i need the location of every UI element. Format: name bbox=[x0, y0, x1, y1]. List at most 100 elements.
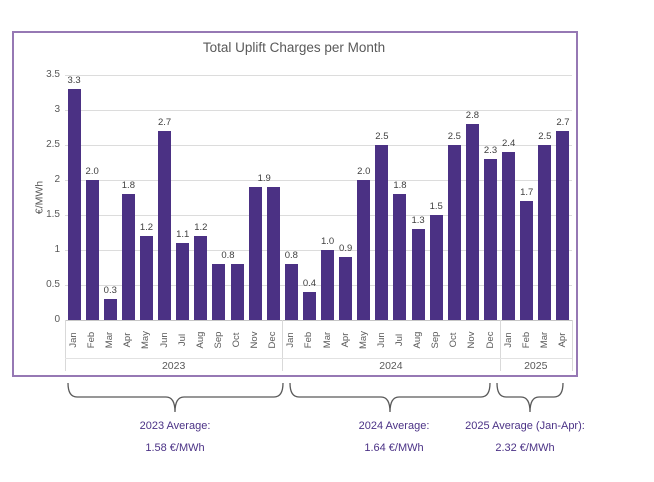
average-annotation-2024-title: 2024 Average: bbox=[358, 420, 430, 432]
chart-title: Total Uplift Charges per Month bbox=[202, 40, 386, 55]
month-label: Mar bbox=[538, 331, 550, 349]
x-axis-line bbox=[65, 320, 572, 321]
gridline bbox=[65, 215, 572, 216]
month-label: Nov bbox=[466, 331, 478, 349]
bar bbox=[266, 187, 280, 320]
gridline bbox=[65, 145, 572, 146]
year-label: 2025 bbox=[524, 360, 548, 372]
average-annotation-2024-value: 1.64 €/MWh bbox=[364, 442, 424, 454]
bar-value-label: 0.3 bbox=[103, 285, 117, 296]
bar-value-label: 0.4 bbox=[302, 278, 317, 289]
bar-value-label: 1.5 bbox=[429, 201, 443, 212]
average-annotation-2025: 2025 Average (Jan-Apr): 2.32 €/MWh bbox=[435, 420, 615, 454]
brace-2023 bbox=[67, 382, 284, 413]
bar bbox=[411, 229, 425, 320]
year-separator bbox=[65, 320, 66, 371]
brace-2025 bbox=[496, 382, 564, 413]
bar bbox=[339, 257, 353, 320]
bar-value-label: 2.0 bbox=[85, 166, 99, 177]
year-separator bbox=[282, 320, 284, 371]
bar-value-label: 0.8 bbox=[221, 250, 235, 261]
bar-value-label: 2.4 bbox=[502, 138, 516, 149]
bar-value-label: 1.8 bbox=[121, 180, 135, 191]
bar-value-label: 2.7 bbox=[556, 117, 570, 128]
y-tick-label: 1 bbox=[54, 244, 60, 255]
bar-value-label: 2.5 bbox=[375, 131, 389, 142]
month-label: Jan bbox=[68, 332, 80, 348]
bar bbox=[538, 145, 552, 320]
month-label: Jan bbox=[285, 332, 297, 348]
average-annotation-2023: 2023 Average: 1.58 €/MWh bbox=[85, 420, 265, 454]
month-label: Sep bbox=[212, 331, 224, 349]
bar-value-label: 3.3 bbox=[67, 75, 81, 86]
bar-value-label: 1.2 bbox=[139, 222, 154, 233]
gridline bbox=[65, 250, 572, 251]
month-label: Dec bbox=[267, 331, 279, 349]
bar-value-label: 0.9 bbox=[339, 243, 353, 254]
month-label: Aug bbox=[194, 331, 206, 349]
bar bbox=[158, 131, 172, 320]
bar bbox=[121, 194, 135, 320]
month-label: Jul bbox=[393, 333, 405, 347]
bar bbox=[176, 243, 190, 320]
month-label: Apr bbox=[122, 332, 134, 348]
bar-value-label: 2.3 bbox=[483, 145, 498, 156]
month-label: Oct bbox=[448, 332, 460, 348]
bar-value-label: 1.7 bbox=[520, 187, 534, 198]
average-annotation-2023-value: 1.58 €/MWh bbox=[145, 442, 205, 454]
bar bbox=[502, 152, 516, 320]
bar-value-label: 1.0 bbox=[320, 236, 335, 247]
year-label: 2024 bbox=[379, 360, 403, 372]
bar-value-label: 2.5 bbox=[538, 131, 552, 142]
bar-value-label: 1.2 bbox=[194, 222, 208, 233]
bar-value-label: 1.9 bbox=[257, 173, 271, 184]
bar bbox=[429, 215, 443, 320]
month-label: Oct bbox=[231, 332, 243, 348]
month-label: Apr bbox=[339, 332, 351, 348]
bar bbox=[321, 250, 335, 320]
month-label: Feb bbox=[303, 331, 315, 349]
bar-value-label: 1.1 bbox=[176, 229, 190, 240]
bar bbox=[230, 264, 244, 320]
month-label: Jul bbox=[176, 333, 188, 347]
bar-value-label: 1.3 bbox=[411, 215, 425, 226]
average-annotation-2024: 2024 Average: 1.64 €/MWh bbox=[304, 420, 484, 454]
plot-area: Total Uplift Charges per Month €/MWh 0 0.… bbox=[14, 33, 576, 375]
bar bbox=[284, 264, 298, 320]
gridline bbox=[65, 110, 572, 111]
month-label: May bbox=[140, 331, 152, 349]
month-label: Jun bbox=[375, 332, 387, 348]
average-annotation-2023-title: 2023 Average: bbox=[139, 420, 211, 432]
braces-graphic bbox=[67, 382, 564, 413]
average-annotation-2025-title: 2025 Average (Jan-Apr): bbox=[465, 420, 585, 432]
month-label: Nov bbox=[249, 331, 261, 349]
month-label: Mar bbox=[104, 331, 116, 349]
year-separator bbox=[499, 320, 501, 371]
gridline bbox=[65, 180, 572, 181]
month-label: Apr bbox=[556, 332, 568, 348]
year-separator bbox=[572, 320, 573, 371]
bar bbox=[139, 236, 153, 320]
y-tick-label: 3 bbox=[54, 104, 60, 115]
month-label: May bbox=[357, 331, 369, 349]
average-annotation-2025-value: 2.32 €/MWh bbox=[495, 442, 555, 454]
y-tick-label: 3.5 bbox=[46, 69, 60, 80]
month-label: Feb bbox=[520, 331, 532, 349]
y-tick-label: 2 bbox=[54, 174, 60, 185]
bar bbox=[556, 131, 570, 320]
y-tick-label: 1.5 bbox=[46, 209, 60, 220]
bar bbox=[393, 194, 407, 320]
gridline bbox=[65, 75, 572, 76]
axis-band-divider bbox=[65, 358, 572, 359]
bar-value-label: 2.5 bbox=[447, 131, 461, 142]
y-tick-label: 2.5 bbox=[46, 139, 60, 150]
y-tick-label: 0 bbox=[54, 314, 60, 325]
brace-2024 bbox=[289, 382, 491, 413]
month-label: Jun bbox=[158, 332, 170, 348]
bar bbox=[103, 299, 117, 320]
month-label: Jan bbox=[502, 332, 514, 348]
bar-value-label: 2.7 bbox=[157, 117, 172, 128]
bar-value-label: 2.0 bbox=[357, 166, 371, 177]
month-label: Feb bbox=[86, 331, 98, 349]
bar bbox=[67, 89, 81, 320]
